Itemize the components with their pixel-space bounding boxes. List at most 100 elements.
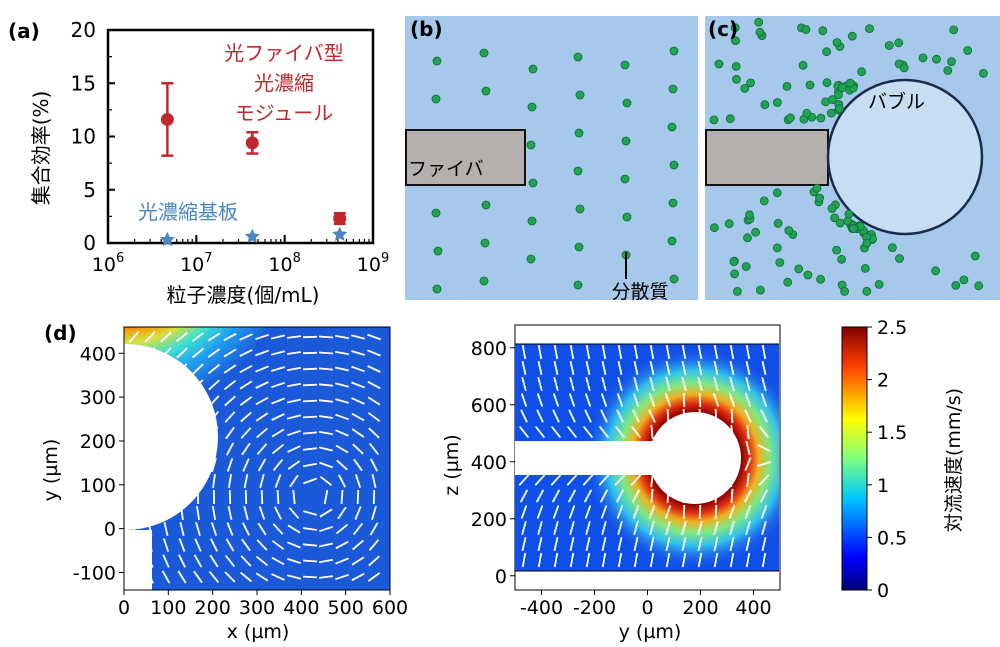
flow-arrow [367,380,381,390]
particle [669,46,679,56]
flow-arrow [744,409,752,423]
flow-arrow [259,473,265,489]
flow-arrow [601,536,607,552]
flow-arrow [600,505,608,519]
colorbar-tick-label: 0 [877,580,889,602]
particle [979,69,988,78]
flow-arrow [223,348,237,358]
flow-arrow [520,393,528,407]
flow-arrow [744,457,752,471]
flow-arrow [286,414,302,420]
flow-arrow [648,409,656,423]
flow-arrow [537,344,543,360]
flow-arrow [260,489,264,505]
y-tick-label: 300 [80,387,116,409]
flow-arrow [518,425,530,439]
flow-arrow [208,379,220,391]
flow-arrow [649,552,655,568]
flow-arrow [352,539,364,551]
particle [759,196,769,206]
fiber [405,129,526,186]
flow-arrow [302,559,318,563]
particle [732,74,741,84]
flow-arrow [239,380,253,390]
flow-arrow [582,425,594,439]
flow-arrow [370,458,378,472]
flow-arrow [551,489,561,503]
flow-arrow [713,361,719,375]
flow-arrow [648,505,656,519]
flow-arrow [336,459,348,471]
flow-arrow [196,505,200,521]
particle [837,254,846,264]
flow-arrow [744,393,752,407]
x-tick-label: 106 [92,251,124,276]
legend-red-line-2: 光濃縮 [254,71,314,95]
flow-arrow [367,572,381,582]
particle [801,25,811,34]
flow-arrow [568,393,576,407]
flow-arrow [288,507,300,519]
flow-arrow [271,556,285,566]
y-axis-label: z (µm) [441,434,463,495]
particle [895,254,904,263]
flow-arrow [534,474,546,486]
flow-arrow [729,521,735,535]
flow-arrow [698,392,702,408]
flow-arrow [367,349,381,357]
flow-arrow [759,489,769,503]
flow-arrow [318,575,334,579]
flow-arrow [239,349,253,357]
flow-arrow [633,376,639,392]
fiber-cross-section [124,530,152,590]
flow-arrow [617,536,623,552]
colorbar-tick-label: 2.5 [877,317,907,339]
particle [918,53,928,63]
x-tick-label: 200 [682,597,718,619]
flow-arrow [224,571,236,583]
x-tick-label: -200 [573,597,616,619]
flow-arrow [223,332,237,342]
flow-arrow [633,361,639,375]
flow-arrow [239,333,253,341]
particle [622,98,632,108]
flow-arrow [287,445,301,453]
trapped-particle [830,213,839,223]
flow-arrow [287,460,301,470]
flow-arrow [552,505,560,519]
flow-arrow [615,489,625,503]
flow-arrow [302,383,318,387]
y-axis-label: y (µm) [40,439,62,502]
particle [755,27,765,37]
flow-arrow [240,411,252,423]
flow-arrow [553,521,559,535]
flow-arrow [729,361,735,375]
flow-arrow [745,344,751,360]
flow-arrow [302,543,318,547]
flow-arrow [350,334,366,340]
flow-arrow [354,506,362,520]
particle [669,274,679,284]
flow-arrow [176,347,188,359]
particle [847,31,857,41]
flow-arrow [569,521,575,535]
flow-arrow [319,475,333,487]
flow-arrow [255,396,269,406]
particle [432,284,442,294]
flow-arrow [728,393,736,407]
particle [667,122,677,132]
colorbar: 0 0.5 1 1.5 2 2.5 対流速度(mm/s) [841,317,965,602]
flow-arrow [758,425,770,439]
particle [479,48,489,58]
flow-arrow [271,397,285,405]
flow-arrow [553,536,559,552]
flow-arrow [367,333,381,341]
flow-arrow [537,536,543,552]
flow-arrow [302,462,318,468]
particle [481,200,491,210]
particle [888,243,897,253]
flow-arrow [649,521,655,535]
colorbar-tick-label: 0.5 [877,527,907,549]
flow-arrow [193,570,203,584]
